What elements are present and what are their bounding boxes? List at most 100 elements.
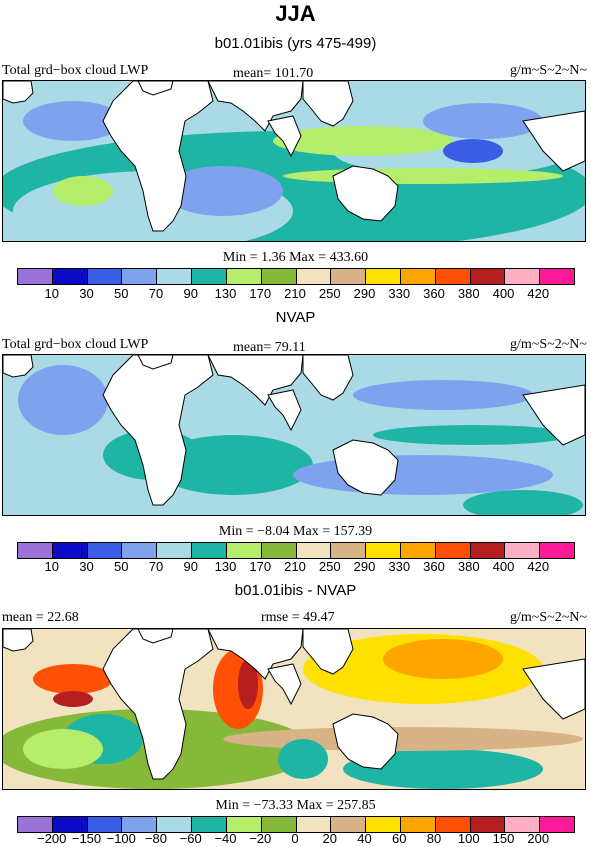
colorbar-tick-label: 100: [457, 831, 480, 846]
colorbar-swatch: [52, 269, 88, 284]
colorbar-swatch: [296, 817, 332, 832]
colorbar-tick-label: 40: [357, 831, 372, 846]
colorbar-tick-label: 420: [527, 559, 550, 574]
colorbar-swatch: [87, 269, 123, 284]
colorbar-tick-label: 210: [284, 559, 306, 574]
panel2-left-label: Total grd−box cloud LWP: [2, 337, 149, 352]
land-outline: [522, 110, 585, 172]
colorbar-tick-label: 10: [44, 286, 59, 301]
panel3-colorbar: [17, 816, 575, 833]
panel3-colorbar-ticks: −200 −150 −100 −80 −60 −40 −20 0 20 40 60 80 100 150 2…: [17, 831, 573, 847]
land-outline: [267, 389, 302, 432]
land-outline: [207, 629, 304, 680]
colorbar-tick-label: 170: [249, 559, 272, 574]
land-outline: [302, 81, 354, 127]
land-outline: [332, 165, 399, 222]
colorbar-tick-label: 330: [388, 559, 411, 574]
field-contour: [223, 727, 583, 751]
colorbar-tick-label: 360: [423, 286, 445, 301]
colorbar-swatch: [52, 543, 88, 558]
field-contour: [283, 168, 563, 184]
colorbar-swatch: [192, 269, 227, 284]
colorbar-tick-label: 130: [214, 286, 237, 301]
colorbar-tick-label: −100: [106, 831, 136, 846]
panel1-colorbar-ticks: 10 30 50 70 90 130 170 210 250 290 330 360 380 400 420: [17, 286, 573, 302]
land-outline: [267, 663, 302, 706]
field-contour: [273, 126, 453, 156]
colorbar-swatch: [540, 543, 574, 558]
colorbar-tick-label: 210: [284, 286, 306, 301]
panel1-map: [2, 80, 586, 242]
colorbar-swatch: [192, 543, 227, 558]
field-contour: [238, 659, 258, 709]
land-outline: [302, 629, 354, 675]
land-outline: [332, 713, 399, 770]
land-outline: [3, 81, 34, 104]
field-contour: [353, 380, 533, 410]
colorbar-tick-label: 0: [291, 831, 299, 846]
field-contour: [23, 101, 123, 141]
colorbar-swatch: [296, 543, 332, 558]
land-outline: [3, 355, 34, 378]
field-contour: [463, 490, 583, 515]
colorbar-swatch: [122, 817, 158, 832]
colorbar-swatch: [296, 269, 332, 284]
colorbar-swatch: [157, 817, 193, 832]
colorbar-tick-label: 80: [426, 831, 442, 846]
colorbar-swatch: [18, 269, 53, 284]
panel2-minmax: Min = −8.04 Max = 157.39: [218, 524, 373, 539]
colorbar-swatch: [261, 269, 297, 284]
colorbar-tick-label: 60: [392, 831, 407, 846]
colorbar-swatch: [122, 269, 158, 284]
panel1-minmax: Min = 1.36 Max = 433.60: [222, 250, 369, 265]
land-outline: [332, 439, 399, 496]
figure-title: JJA: [275, 1, 316, 26]
colorbar-swatch: [470, 817, 506, 832]
colorbar-swatch: [435, 817, 471, 832]
land-outline: [102, 81, 214, 232]
colorbar-swatch: [366, 817, 401, 832]
colorbar-tick-label: 400: [492, 559, 515, 574]
land-outline: [137, 81, 174, 96]
colorbar-tick-label: 130: [214, 559, 237, 574]
panel3-mean: mean = 22.68: [2, 610, 79, 625]
colorbar-swatch: [366, 269, 401, 284]
land-outline: [102, 629, 214, 780]
colorbar-swatch: [226, 817, 262, 832]
colorbar-tick-label: 380: [457, 286, 480, 301]
colorbar-tick-label: 70: [148, 286, 164, 301]
colorbar-tick-label: 250: [318, 286, 341, 301]
colorbar-swatch: [470, 543, 506, 558]
panel2-map-svg: [3, 355, 585, 515]
colorbar-tick-label: 30: [79, 559, 94, 574]
field-contour: [18, 365, 108, 435]
colorbar-swatch: [261, 817, 297, 832]
panel2-units: g/m~S~2~N~: [510, 337, 587, 352]
panel3-title: b01.01ibis - NVAP: [234, 582, 357, 599]
land-outline: [137, 629, 174, 644]
field-contour: [383, 639, 503, 679]
panel1-colorbar: [17, 268, 575, 285]
field-contour: [278, 739, 328, 779]
panel3-map: [2, 628, 586, 790]
field-contour: [33, 664, 113, 694]
land-outline: [3, 629, 34, 652]
colorbar-tick-label: −150: [71, 831, 102, 846]
colorbar-swatch: [400, 543, 436, 558]
colorbar-swatch: [435, 543, 471, 558]
field-contour: [443, 139, 503, 163]
land-outline: [102, 355, 214, 506]
colorbar-swatch: [87, 817, 123, 832]
colorbar-swatch: [400, 817, 436, 832]
colorbar-swatch: [540, 817, 574, 832]
colorbar-swatch: [261, 543, 297, 558]
colorbar-tick-label: 330: [388, 286, 411, 301]
colorbar-tick-label: 290: [353, 286, 376, 301]
field-contour: [53, 691, 93, 707]
colorbar-swatch: [226, 269, 262, 284]
colorbar-tick-label: 200: [527, 831, 550, 846]
colorbar-swatch: [226, 543, 262, 558]
colorbar-tick-label: 150: [492, 831, 515, 846]
colorbar-tick-label: 50: [114, 559, 129, 574]
colorbar-tick-label: −200: [37, 831, 67, 846]
